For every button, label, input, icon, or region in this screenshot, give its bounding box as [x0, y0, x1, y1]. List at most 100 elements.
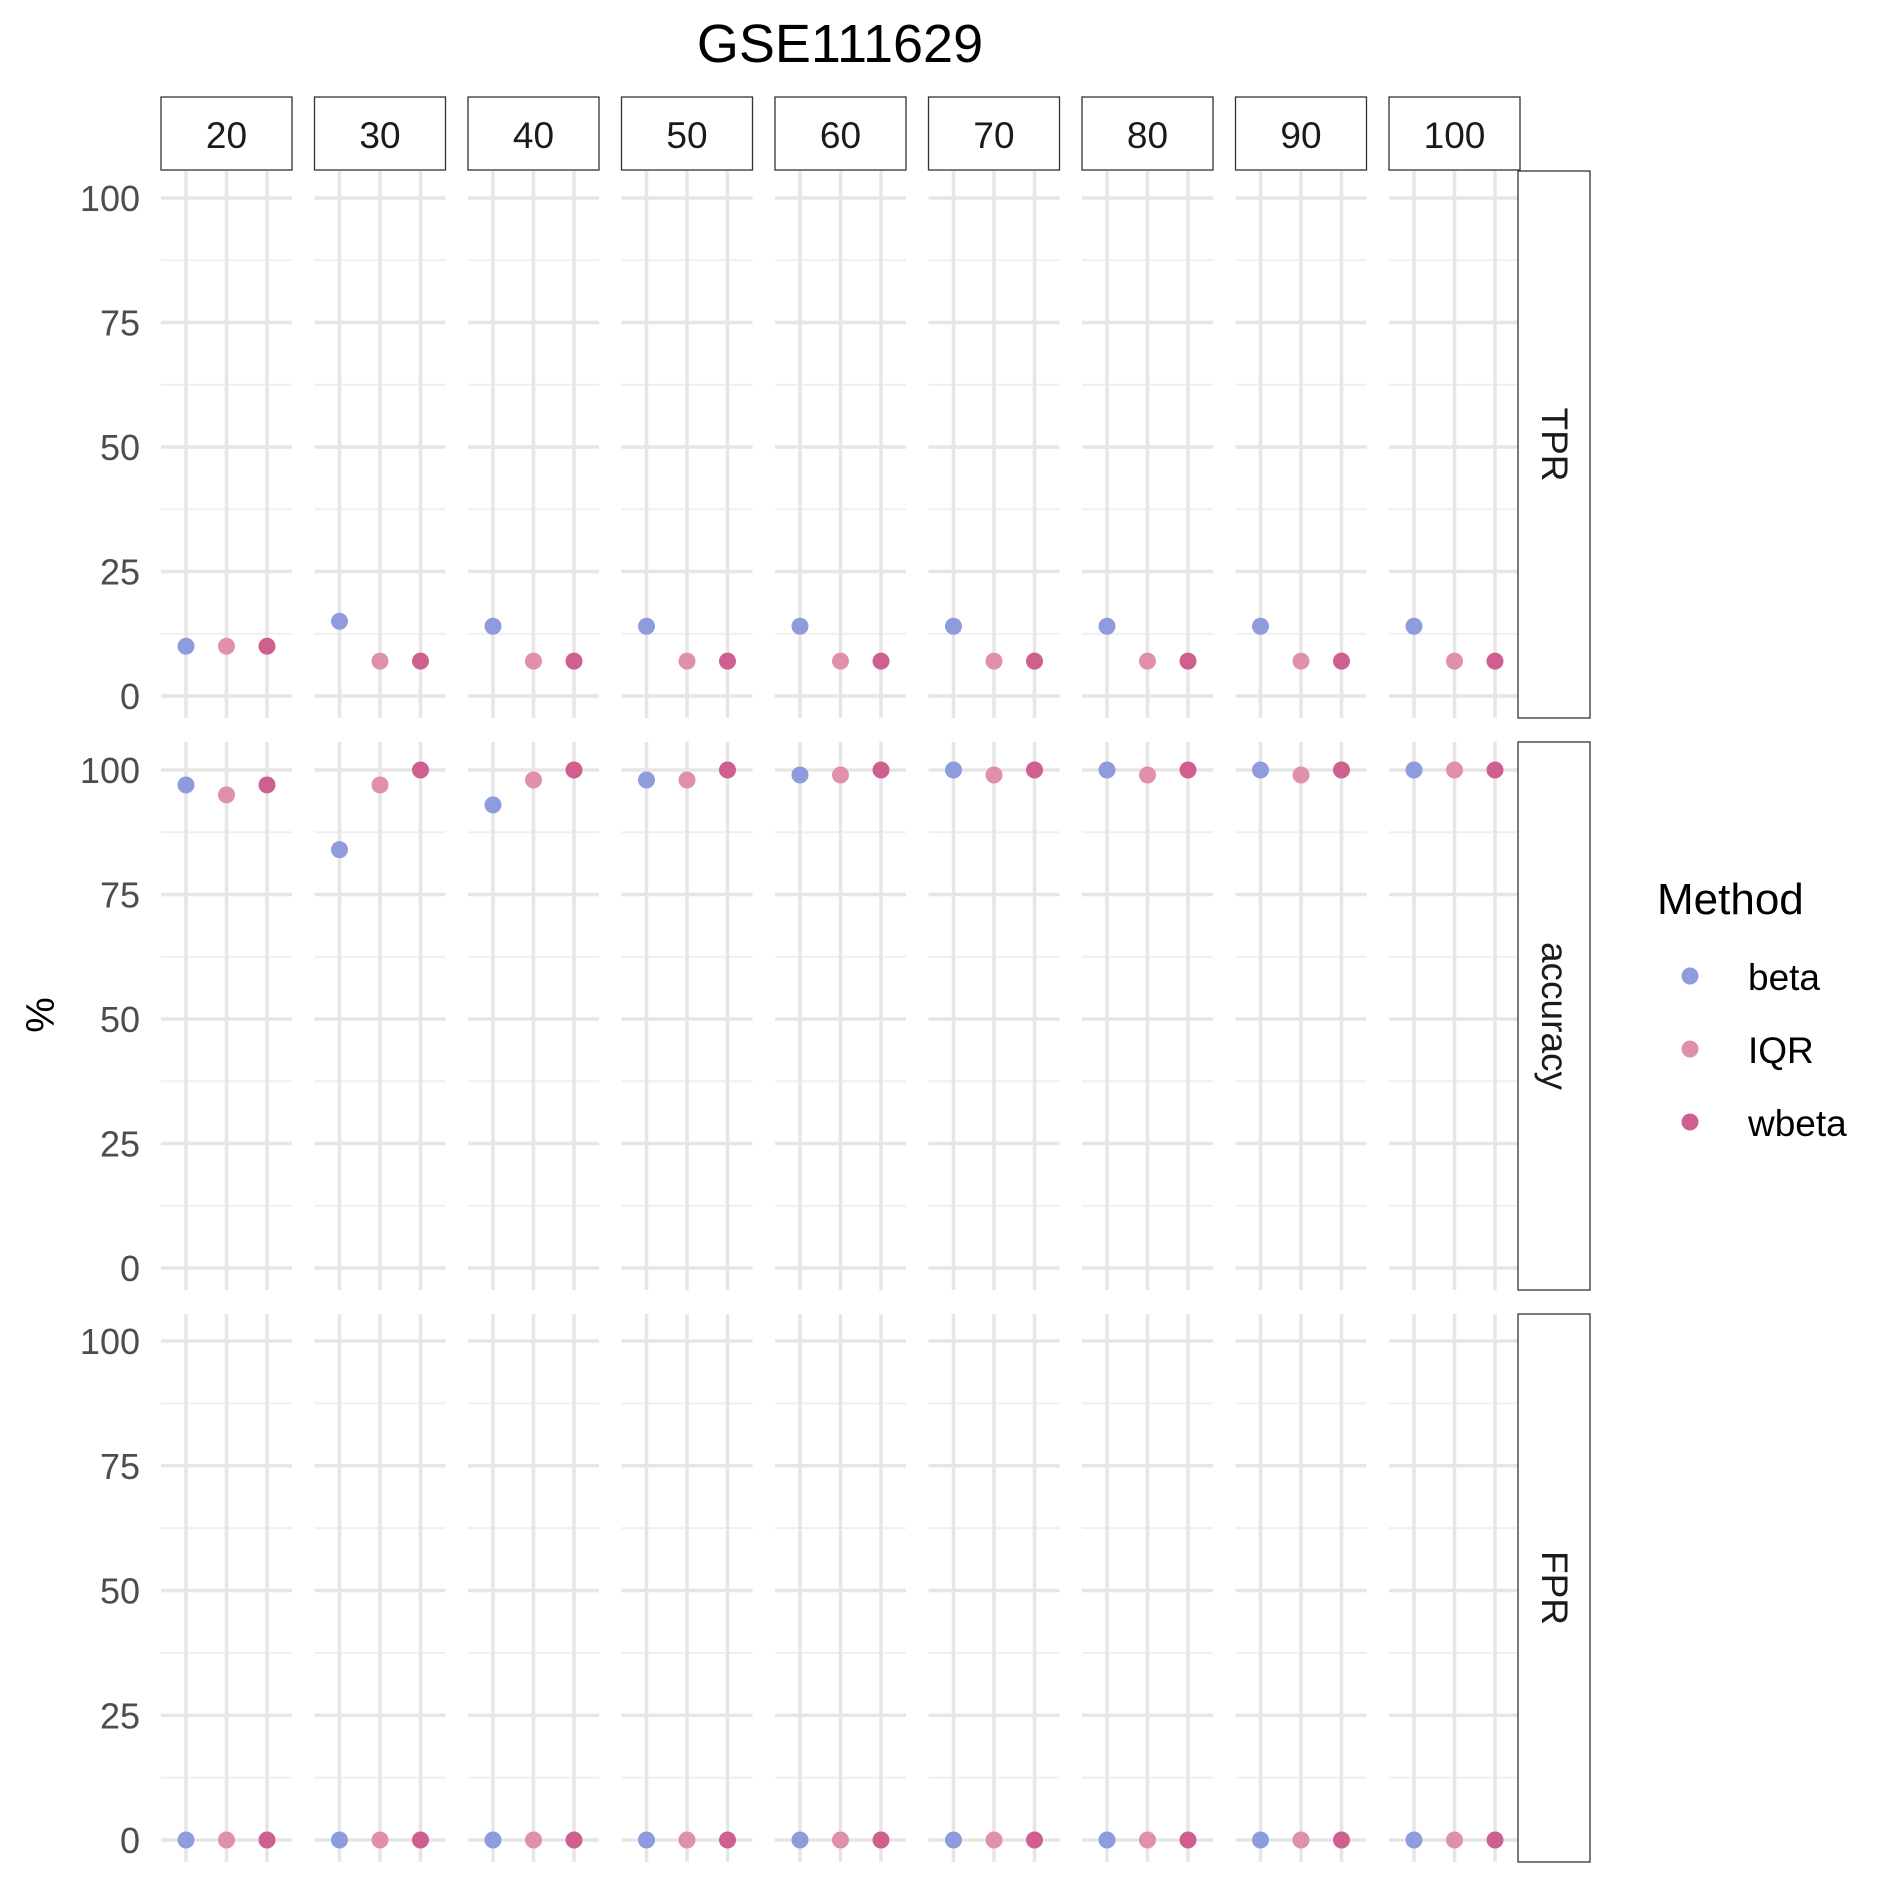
facet-strip-row: [1517, 170, 1591, 719]
data-point-wbeta: [565, 652, 583, 670]
data-point-iqr: [1292, 652, 1310, 670]
data-point-beta: [1252, 617, 1269, 635]
data-point-iqr: [218, 637, 235, 655]
data-point-beta: [1098, 617, 1116, 635]
data-point-beta: [331, 841, 348, 859]
data-point-iqr: [985, 766, 1003, 784]
facet-strip-col-label: 70: [973, 115, 1014, 156]
data-point-wbeta: [1026, 1831, 1043, 1849]
data-point-iqr: [371, 776, 389, 794]
facet-strip-col: [160, 96, 293, 171]
data-point-wbeta: [1026, 761, 1043, 779]
legend: Method beta IQR wbeta: [1657, 875, 1847, 1144]
data-point-beta: [638, 771, 655, 789]
data-point-beta: [1252, 761, 1269, 779]
facet-strip-col: [1234, 96, 1368, 171]
facet-strip-col: [620, 96, 754, 171]
data-point-wbeta: [1333, 1831, 1350, 1849]
data-point-beta: [331, 1831, 348, 1849]
y-tick-label: 100: [80, 750, 140, 791]
data-point-beta: [791, 1831, 809, 1849]
data-point-iqr: [1446, 1831, 1463, 1849]
data-point-beta: [638, 617, 655, 635]
y-tick-label: 75: [100, 875, 140, 916]
data-point-wbeta: [412, 652, 429, 670]
data-point-wbeta: [719, 761, 736, 779]
data-point-beta: [177, 1831, 195, 1849]
facet-strip-col-label: 40: [513, 115, 554, 156]
facet-panels: 20 30 40 50 60 70 80 90 100 0 25 50 75 100 TPR 0 25 50 75 1…: [80, 96, 1591, 1863]
facet-strip-col: [467, 96, 600, 171]
data-point-beta: [945, 617, 962, 635]
facet-strip-row: [1517, 741, 1591, 1291]
data-point-wbeta: [258, 637, 276, 655]
data-point-iqr: [1446, 652, 1463, 670]
data-point-wbeta: [872, 652, 890, 670]
data-point-iqr: [371, 652, 389, 670]
data-point-beta: [177, 776, 195, 794]
data-point-iqr: [1292, 1831, 1310, 1849]
data-point-wbeta: [1486, 1831, 1504, 1849]
facet-strip-col: [1388, 96, 1521, 171]
y-tick-label: 25: [100, 1124, 140, 1165]
y-tick-label: 100: [80, 178, 140, 219]
data-point-iqr: [525, 771, 542, 789]
data-point-iqr: [525, 1831, 542, 1849]
data-point-iqr: [678, 652, 696, 670]
data-point-iqr: [985, 1831, 1003, 1849]
legend-label: wbeta: [1747, 1103, 1847, 1144]
facet-strip-col-label: 80: [1127, 115, 1168, 156]
data-point-wbeta: [1026, 652, 1043, 670]
facet-strip-row-label: FPR: [1534, 1551, 1575, 1625]
data-point-iqr: [371, 1831, 389, 1849]
data-point-beta: [484, 796, 502, 814]
data-point-wbeta: [258, 1831, 276, 1849]
data-point-iqr: [985, 652, 1003, 670]
data-point-iqr: [525, 652, 542, 670]
y-tick-label: 50: [100, 999, 140, 1040]
y-tick-label: 50: [100, 427, 140, 468]
data-point-iqr: [1139, 766, 1156, 784]
facet-strip-col-label: 60: [820, 115, 861, 156]
legend-label: IQR: [1748, 1030, 1814, 1071]
data-point-beta: [638, 1831, 655, 1849]
data-point-wbeta: [412, 1831, 429, 1849]
facet-strip-row-label: TPR: [1534, 408, 1575, 482]
data-point-iqr: [1446, 761, 1463, 779]
data-point-wbeta: [1179, 652, 1197, 670]
facet-strip-col: [927, 96, 1061, 171]
data-point-beta: [1098, 1831, 1116, 1849]
legend-key-wbeta: [1681, 1113, 1699, 1131]
data-point-beta: [945, 761, 962, 779]
data-point-wbeta: [565, 761, 583, 779]
data-point-beta: [1405, 761, 1423, 779]
data-point-iqr: [1139, 652, 1156, 670]
data-point-iqr: [678, 771, 696, 789]
data-point-iqr: [678, 1831, 696, 1849]
facet-strip-row-label: accuracy: [1534, 942, 1575, 1091]
data-point-wbeta: [1486, 761, 1504, 779]
data-point-beta: [331, 612, 348, 630]
facet-strip-col-label: 30: [359, 115, 400, 156]
data-point-wbeta: [412, 761, 429, 779]
facet-strip-col: [1081, 96, 1214, 171]
y-tick-label: 100: [80, 1321, 140, 1362]
data-point-wbeta: [719, 652, 736, 670]
facet-strip-col: [774, 96, 907, 171]
y-tick-label: 25: [100, 1695, 140, 1736]
data-point-beta: [1098, 761, 1116, 779]
data-point-beta: [177, 637, 195, 655]
chart-title: GSE111629: [697, 14, 983, 74]
data-point-wbeta: [565, 1831, 583, 1849]
y-axis-label: %: [19, 997, 63, 1033]
data-point-wbeta: [872, 761, 890, 779]
data-point-beta: [484, 1831, 502, 1849]
data-point-iqr: [218, 1831, 235, 1849]
data-point-beta: [484, 617, 502, 635]
y-tick-label: 50: [100, 1571, 140, 1612]
legend-key-iqr: [1681, 1040, 1699, 1058]
y-tick-label: 0: [120, 676, 140, 717]
data-point-iqr: [218, 786, 235, 804]
data-point-iqr: [1139, 1831, 1156, 1849]
legend-title: Method: [1657, 875, 1804, 924]
